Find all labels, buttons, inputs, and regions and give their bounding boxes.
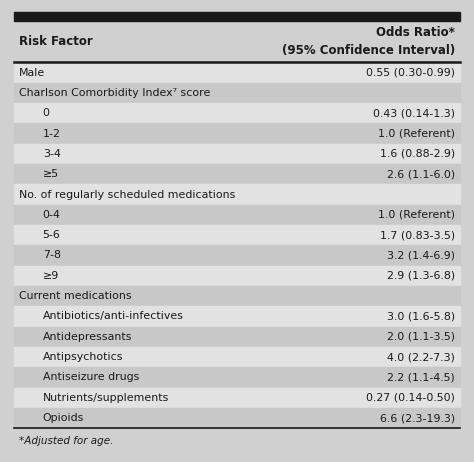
Text: 1.0 (Referent): 1.0 (Referent) [378,128,455,139]
Text: 6.6 (2.3-19.3): 6.6 (2.3-19.3) [380,413,455,423]
Bar [14,103,460,123]
Text: 3-4: 3-4 [43,149,61,159]
Text: ≥5: ≥5 [43,169,59,179]
Bar [14,62,460,83]
Bar [14,225,460,245]
Text: Antibiotics/anti-infectives: Antibiotics/anti-infectives [43,311,183,322]
Text: ≥9: ≥9 [43,271,59,281]
Text: 2.0 (1.1-3.5): 2.0 (1.1-3.5) [387,332,455,342]
Bar [14,144,460,164]
Bar [14,245,460,266]
Text: 5-6: 5-6 [43,230,61,240]
Bar [14,164,460,184]
Text: Nutrients/supplements: Nutrients/supplements [43,393,169,403]
Text: *Adjusted for age.: *Adjusted for age. [19,436,113,446]
Text: Charlson Comorbidity Index⁷ score: Charlson Comorbidity Index⁷ score [19,88,210,98]
Bar [14,12,460,21]
Text: 0: 0 [43,108,50,118]
Text: 1-2: 1-2 [43,128,61,139]
Text: Risk Factor: Risk Factor [19,35,93,48]
Bar [14,83,460,103]
Text: Odds Ratio*: Odds Ratio* [376,26,455,39]
Bar [14,205,460,225]
Text: No. of regularly scheduled medications: No. of regularly scheduled medications [19,189,235,200]
Bar [14,388,460,408]
Bar [14,408,460,428]
Text: 0-4: 0-4 [43,210,61,220]
Bar [14,123,460,144]
Bar [14,184,460,205]
Bar [14,266,460,286]
Text: 4.0 (2.2-7.3): 4.0 (2.2-7.3) [387,352,455,362]
Bar [14,21,460,62]
Bar [14,286,460,306]
Text: Antidepressants: Antidepressants [43,332,132,342]
Bar [14,367,460,388]
Text: 2.2 (1.1-4.5): 2.2 (1.1-4.5) [387,372,455,383]
Text: 7-8: 7-8 [43,250,61,261]
Text: Male: Male [19,67,45,78]
Text: 0.55 (0.30-0.99): 0.55 (0.30-0.99) [366,67,455,78]
Bar [14,306,460,327]
Text: (95% Confidence Interval): (95% Confidence Interval) [282,44,455,57]
Text: 3.0 (1.6-5.8): 3.0 (1.6-5.8) [387,311,455,322]
Bar [14,327,460,347]
Text: 1.7 (0.83-3.5): 1.7 (0.83-3.5) [380,230,455,240]
Text: 2.6 (1.1-6.0): 2.6 (1.1-6.0) [387,169,455,179]
Text: 1.6 (0.88-2.9): 1.6 (0.88-2.9) [380,149,455,159]
Text: Antipsychotics: Antipsychotics [43,352,123,362]
Text: 1.0 (Referent): 1.0 (Referent) [378,210,455,220]
Text: 0.43 (0.14-1.3): 0.43 (0.14-1.3) [373,108,455,118]
Text: 2.9 (1.3-6.8): 2.9 (1.3-6.8) [387,271,455,281]
Text: Antiseizure drugs: Antiseizure drugs [43,372,139,383]
Text: Current medications: Current medications [19,291,132,301]
Bar [14,347,460,367]
Text: Opioids: Opioids [43,413,84,423]
Text: 3.2 (1.4-6.9): 3.2 (1.4-6.9) [387,250,455,261]
Text: 0.27 (0.14-0.50): 0.27 (0.14-0.50) [366,393,455,403]
